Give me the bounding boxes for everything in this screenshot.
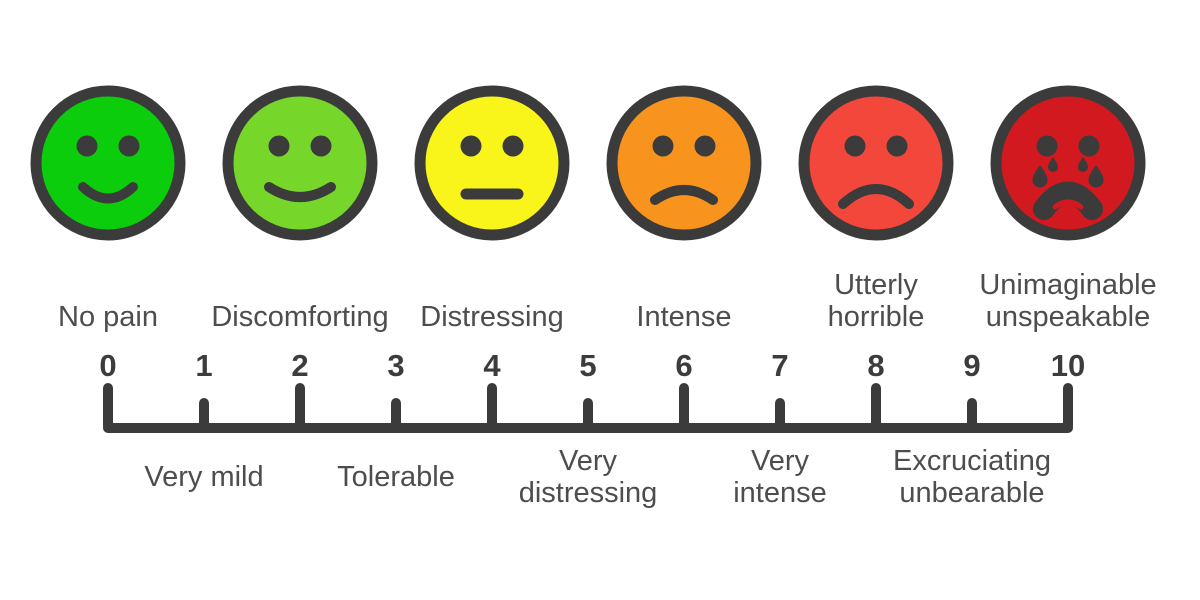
eye-left	[1036, 135, 1058, 157]
intermediate-label-7-line-1: Very	[750, 445, 810, 477]
intermediate-label-3-line-1: Tolerable	[337, 461, 455, 493]
eye-right	[118, 135, 140, 157]
tear-drop-1	[1048, 157, 1058, 172]
intermediate-label-9-line-1: Excruciating	[893, 445, 1051, 477]
mouth-smile	[78, 182, 138, 204]
tick-label-6: 6	[675, 348, 692, 383]
tick-label-2: 2	[291, 348, 308, 383]
face-label-8-line-2: horrible	[827, 301, 925, 333]
face-label-6: Intense	[569, 265, 799, 333]
intermediate-label-5: Very distressing	[473, 442, 703, 512]
intermediate-label-9-line-2: unbearable	[899, 477, 1045, 509]
mouth-smile-wide	[264, 182, 336, 202]
face-label-10: Unimaginable unspeakable	[953, 265, 1183, 333]
mouth-inner-curve	[1052, 199, 1084, 210]
face-head	[222, 85, 378, 241]
face-head	[798, 85, 954, 241]
tick-label-3: 3	[387, 348, 404, 383]
eye-right	[1078, 135, 1100, 157]
mouth-crying	[1033, 181, 1103, 220]
face-label-4-line-1: Distressing	[420, 301, 564, 333]
eye-left	[844, 135, 866, 157]
tick-label-7: 7	[771, 348, 788, 383]
face-head	[606, 85, 762, 241]
intermediate-label-5-line-1: Very	[558, 445, 618, 477]
face-label-8: Utterly horrible	[761, 265, 991, 333]
tear-drop-3	[1078, 157, 1088, 172]
tick-label-4: 4	[483, 348, 501, 383]
intermediate-label-1: Very mild	[89, 442, 319, 512]
eye-left	[652, 135, 674, 157]
eye-left	[268, 135, 290, 157]
eye-right	[310, 135, 332, 157]
tick-label-8: 8	[867, 348, 884, 383]
tick-label-0: 0	[99, 348, 116, 383]
eye-left	[460, 135, 482, 157]
pain-face-8-icon	[798, 85, 954, 241]
intermediate-label-7: Very intense	[665, 442, 895, 512]
face-label-2: Discomforting	[185, 265, 415, 333]
tear-drop-2	[1032, 165, 1048, 188]
face-label-4: Distressing	[377, 265, 607, 333]
face-label-8-line-1: Utterly	[834, 269, 918, 301]
mouth-frown-deep	[838, 184, 914, 209]
intermediate-label-9: Excruciating unbearable	[857, 442, 1087, 512]
pain-face-10-icon	[990, 85, 1146, 241]
tick-label-1: 1	[195, 348, 212, 383]
pain-face-6-icon	[606, 85, 762, 241]
intermediate-label-5-line-2: distressing	[518, 477, 658, 509]
face-label-2-line-1: Discomforting	[211, 301, 389, 333]
pain-face-2-icon	[222, 85, 378, 241]
tick-label-9: 9	[963, 348, 980, 383]
face-head	[990, 85, 1146, 241]
mouth-frown	[650, 185, 718, 205]
tear-drop-4	[1088, 165, 1104, 188]
intermediate-label-7-line-2: intense	[733, 477, 827, 509]
eye-left	[76, 135, 98, 157]
face-label-0-line-1: No pain	[58, 301, 158, 333]
face-label-10-line-1: Unimaginable	[979, 269, 1157, 301]
intermediate-label-1-line-1: Very mild	[144, 461, 264, 493]
eye-right	[502, 135, 524, 157]
intermediate-label-3: Tolerable	[281, 442, 511, 512]
eye-right	[694, 135, 716, 157]
pain-face-0-icon	[30, 85, 186, 241]
face-label-0: No pain	[0, 265, 223, 333]
face-label-10-line-2: unspeakable	[985, 301, 1151, 333]
face-label-6-line-1: Intense	[636, 301, 732, 333]
tick-label-5: 5	[579, 348, 596, 383]
face-head	[414, 85, 570, 241]
pain-face-4-icon	[414, 85, 570, 241]
eye-right	[886, 135, 908, 157]
tick-label-10: 10	[1051, 348, 1085, 383]
face-head	[30, 85, 186, 241]
